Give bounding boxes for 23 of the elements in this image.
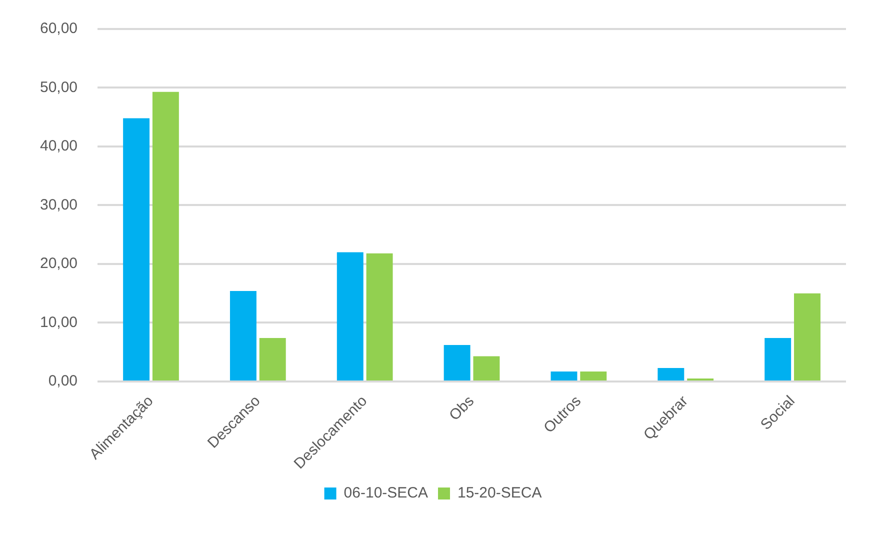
y-tick-label: 20,00	[40, 255, 78, 272]
bar	[658, 368, 684, 380]
bar	[152, 92, 179, 380]
legend-label: 06-10-SECA	[344, 484, 428, 502]
bar	[230, 291, 256, 380]
bar	[123, 118, 150, 380]
y-tick-label: 10,00	[40, 314, 78, 331]
legend-label: 15-20-SECA	[458, 484, 542, 502]
bar	[550, 371, 578, 380]
y-tick-label: 30,00	[40, 196, 78, 214]
bar	[444, 345, 470, 380]
bar	[580, 371, 607, 380]
y-tick-label: 40,00	[40, 138, 78, 155]
y-tick-label: 50,00	[40, 78, 78, 96]
bar	[336, 252, 364, 380]
x-tick-label: Obs	[446, 392, 478, 424]
bar	[764, 338, 792, 380]
bar	[794, 293, 820, 380]
y-tick-label: 60,00	[40, 20, 78, 38]
bar	[473, 356, 500, 380]
y-tick-label: 0,00	[48, 372, 78, 390]
bar	[259, 338, 286, 380]
bar	[366, 253, 393, 380]
